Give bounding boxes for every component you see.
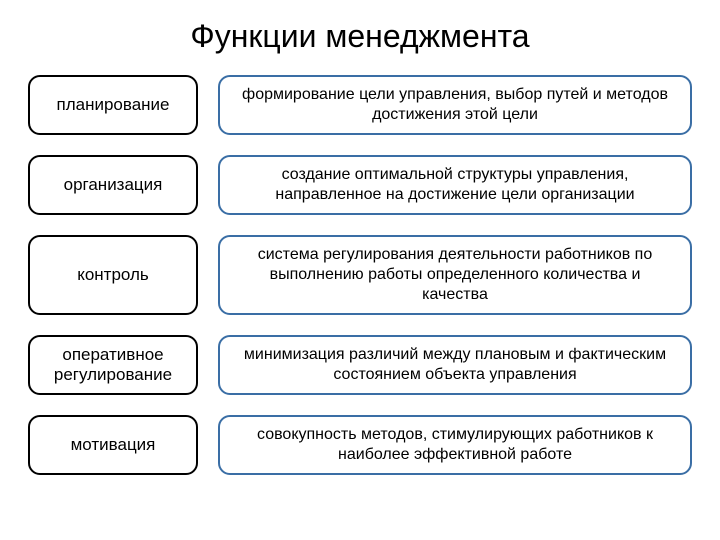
label-control: контроль — [28, 235, 198, 315]
label-organization: организация — [28, 155, 198, 215]
desc-planning: формирование цели управления, выбор путе… — [218, 75, 692, 135]
desc-organization: создание оптимальной структуры управлени… — [218, 155, 692, 215]
label-planning: планирование — [28, 75, 198, 135]
row-control: контроль система регулирования деятельно… — [28, 235, 692, 315]
desc-operational: минимизация различий между плановым и фа… — [218, 335, 692, 395]
page-title: Функции менеджмента — [28, 18, 692, 55]
desc-motivation: совокупность методов, стимулирующих рабо… — [218, 415, 692, 475]
row-operational: оперативное регулирование минимизация ра… — [28, 335, 692, 395]
label-motivation: мотивация — [28, 415, 198, 475]
row-motivation: мотивация совокупность методов, стимулир… — [28, 415, 692, 475]
row-planning: планирование формирование цели управлени… — [28, 75, 692, 135]
desc-control: система регулирования деятельности работ… — [218, 235, 692, 315]
rows-container: планирование формирование цели управлени… — [28, 75, 692, 475]
row-organization: организация создание оптимальной структу… — [28, 155, 692, 215]
label-operational: оперативное регулирование — [28, 335, 198, 395]
